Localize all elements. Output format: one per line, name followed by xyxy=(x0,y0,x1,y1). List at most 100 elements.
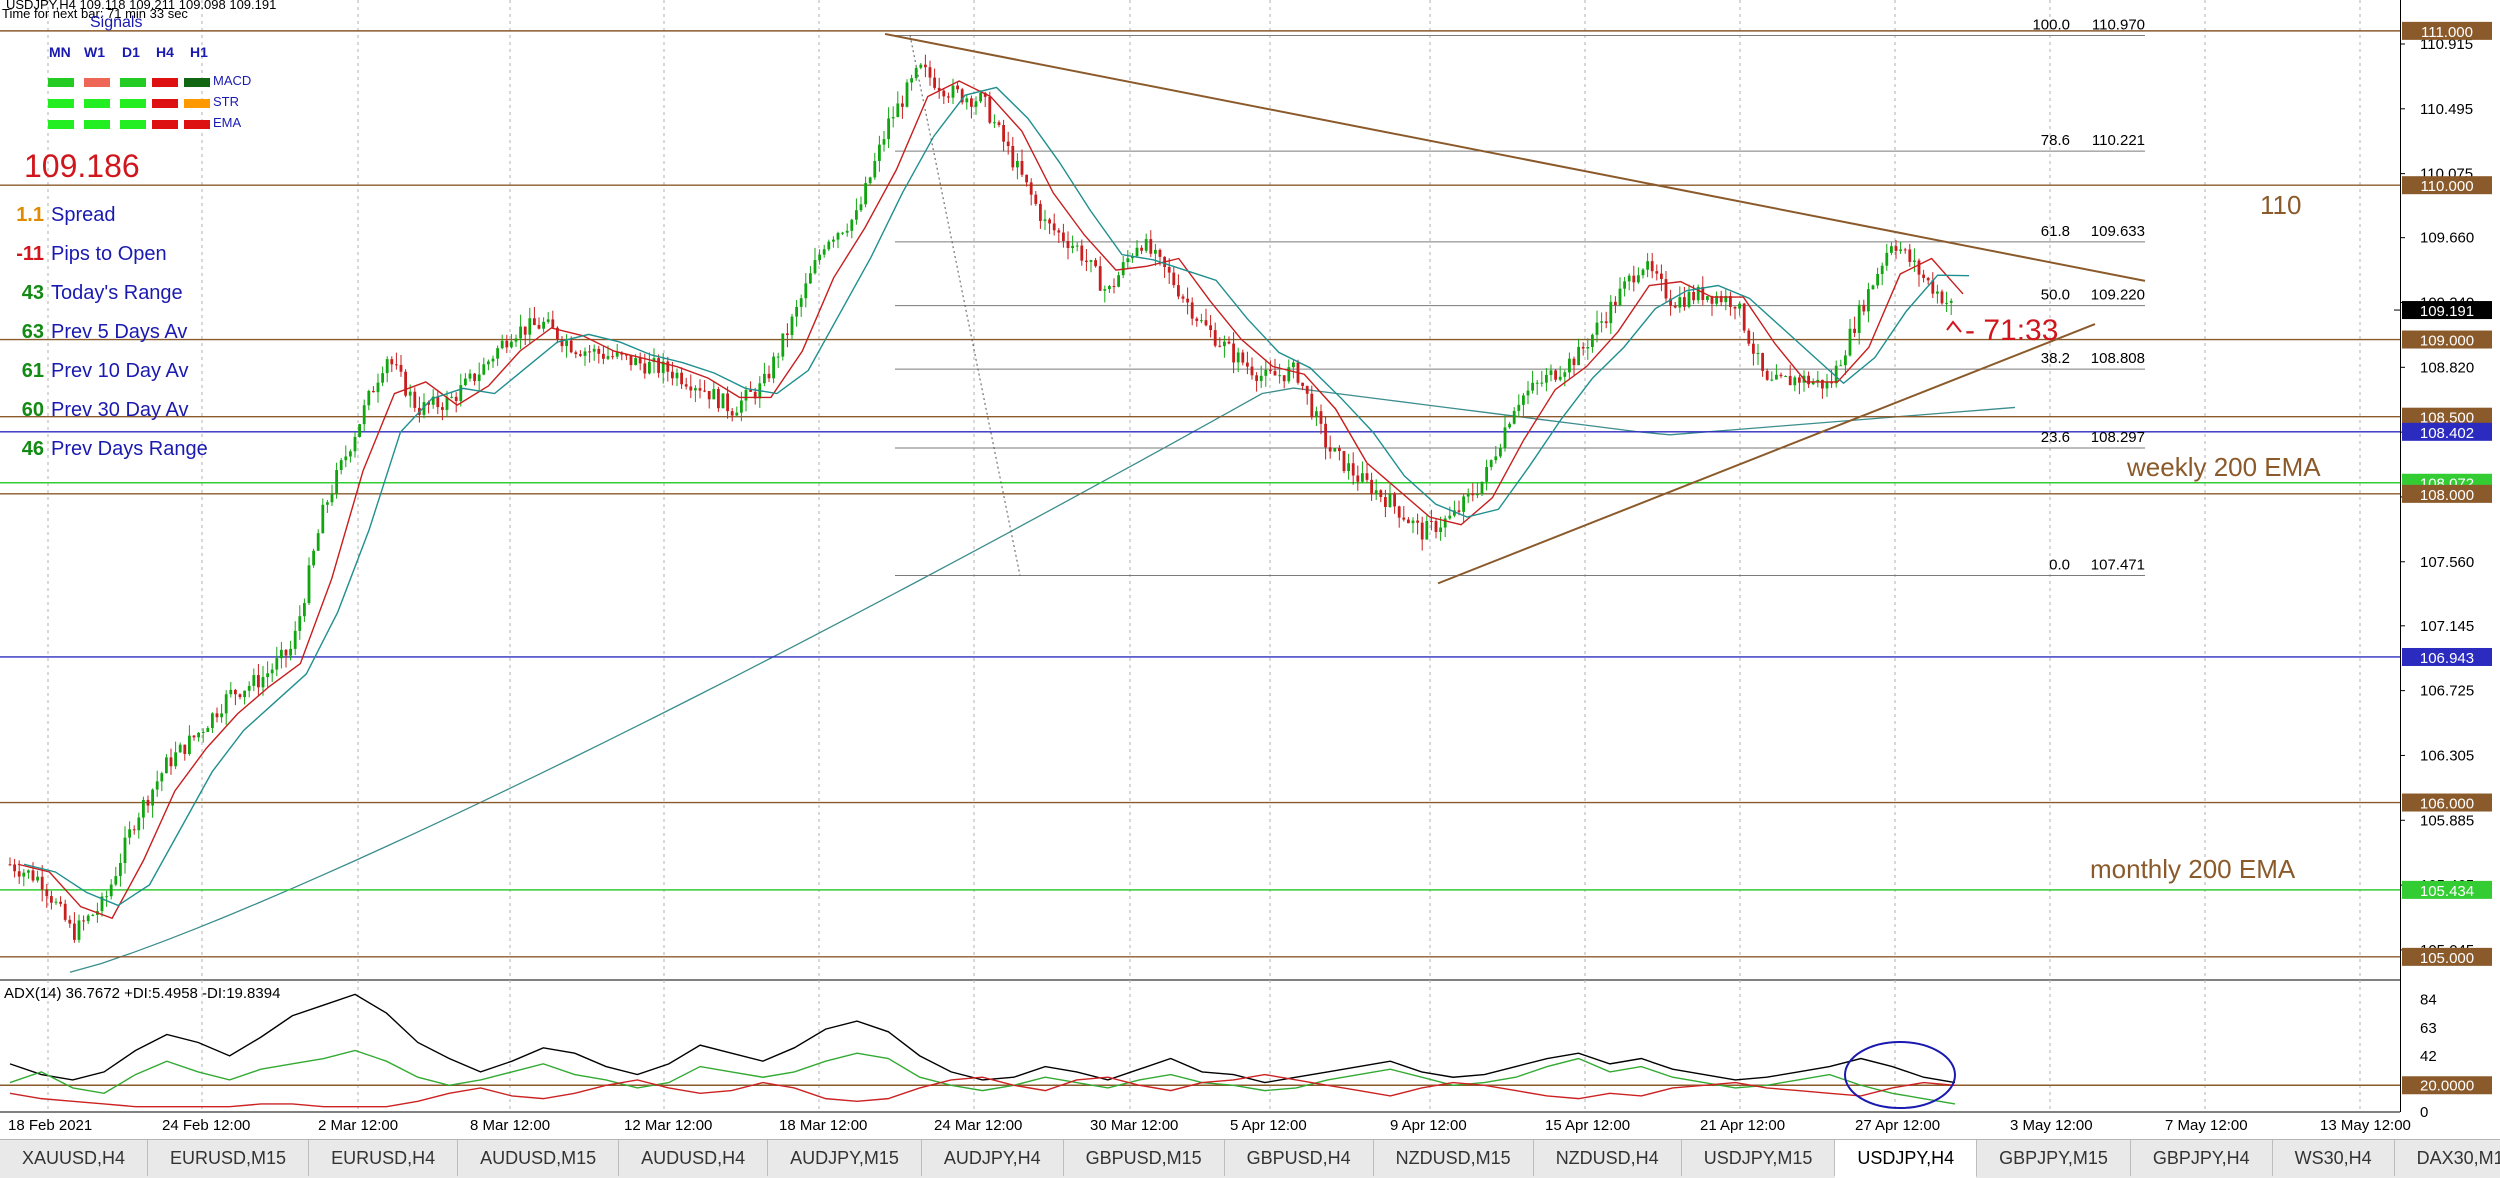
candle-body xyxy=(951,85,955,98)
symbol-tab-usdjpy-m15[interactable]: USDJPY,M15 xyxy=(1682,1140,1836,1176)
candle-body xyxy=(68,919,72,924)
candle-body xyxy=(109,884,113,897)
price-chart[interactable]: 18 Feb 2021 24 Feb 12:00 2 Mar 12:00 8 Mar … xyxy=(0,0,2500,1139)
candle-body xyxy=(215,713,219,718)
symbol-tab-audjpy-m15[interactable]: AUDJPY,M15 xyxy=(768,1140,922,1176)
candle-body xyxy=(1103,289,1107,291)
candle-body xyxy=(744,389,748,401)
candle-body xyxy=(634,358,637,366)
level-price-tag xyxy=(2402,422,2492,441)
candle-body xyxy=(73,923,76,940)
symbol-tab-gbpjpy-h4[interactable]: GBPJPY,H4 xyxy=(2131,1140,2273,1176)
vertical-grid: 18 Feb 2021 24 Feb 12:00 2 Mar 12:00 8 Mar … xyxy=(8,0,2411,1134)
symbol-tab-gbpjpy-m15[interactable]: GBPJPY,M15 xyxy=(1977,1140,2131,1176)
candle-body xyxy=(137,817,141,831)
candle-body xyxy=(1485,467,1488,482)
fib-anchor-line xyxy=(909,35,1021,576)
symbol-tab-nzdusd-m15[interactable]: NZDUSD,M15 xyxy=(1374,1140,1534,1176)
symbol-tab-ws30-h4[interactable]: WS30,H4 xyxy=(2273,1140,2395,1176)
candle-body xyxy=(1899,249,1902,251)
candle-body xyxy=(928,67,932,78)
candle-body xyxy=(50,896,53,903)
candle-body xyxy=(772,356,775,379)
candle-body xyxy=(385,359,389,374)
level-price-tag xyxy=(2402,176,2492,195)
candle-body xyxy=(1476,493,1479,496)
candle-body xyxy=(1098,266,1102,291)
symbol-tab-eurusd-m15[interactable]: EURUSD,M15 xyxy=(148,1140,310,1176)
symbol-tab-nzdusd-h4[interactable]: NZDUSD,H4 xyxy=(1534,1140,1682,1176)
candle-body xyxy=(1931,280,1935,294)
candle-body xyxy=(887,118,890,140)
candle-body xyxy=(625,354,628,356)
candle-body xyxy=(1683,297,1686,307)
indicator-y-tick-label: 84 xyxy=(2420,992,2437,1009)
symbol-tab-audusd-h4[interactable]: AUDUSD,H4 xyxy=(619,1140,769,1176)
candle-body xyxy=(1305,385,1309,394)
symbol-tab-eurusd-h4[interactable]: EURUSD,H4 xyxy=(309,1140,459,1176)
candle-body xyxy=(1039,203,1042,221)
symbol-tab-gbpusd-h4[interactable]: GBPUSD,H4 xyxy=(1225,1140,1374,1176)
fib-level-label: 78.6 xyxy=(2041,132,2070,149)
candle-body xyxy=(698,388,702,391)
candle-body xyxy=(868,177,872,184)
symbol-tab-xauusd-h4[interactable]: XAUUSD,H4 xyxy=(0,1140,149,1176)
candle-body xyxy=(592,348,596,352)
candle-body xyxy=(1807,375,1810,385)
candle-body xyxy=(1825,381,1829,389)
candle-body xyxy=(1328,447,1332,452)
candle-body xyxy=(1706,296,1709,300)
candle-body xyxy=(1894,246,1898,251)
symbol-tab-gbpusd-m15[interactable]: GBPUSD,M15 xyxy=(1064,1140,1225,1176)
candle-body xyxy=(1347,463,1350,472)
candle-body xyxy=(1512,410,1516,424)
candle-body xyxy=(569,340,573,353)
candle-body xyxy=(1646,261,1649,270)
annotation-110: 110 xyxy=(2260,190,2301,220)
level-price-tag xyxy=(2402,407,2492,426)
candle-body xyxy=(1503,427,1507,449)
indicator-y-tick-label: 0 xyxy=(2420,1104,2428,1121)
candle-body xyxy=(1862,304,1866,312)
candle-body xyxy=(1034,194,1038,204)
candle-body xyxy=(657,358,660,373)
candle-body xyxy=(1811,382,1815,385)
candle-body xyxy=(114,876,118,885)
candle-body xyxy=(142,799,145,818)
candle-body xyxy=(192,735,196,738)
candle-body xyxy=(1462,496,1465,512)
symbol-tab-audusd-m15[interactable]: AUDUSD,M15 xyxy=(458,1140,620,1176)
candle-body xyxy=(321,504,325,534)
candle-body xyxy=(123,837,127,864)
candle-body xyxy=(459,385,463,402)
level-price-tag xyxy=(2402,880,2492,899)
candle-body xyxy=(979,92,982,102)
candle-body xyxy=(376,382,380,393)
candle-body xyxy=(1241,352,1245,363)
symbol-tab-dax30-m15[interactable]: DAX30,M15 xyxy=(2395,1140,2500,1176)
candle-body xyxy=(1609,301,1613,324)
candle-body xyxy=(1517,404,1521,411)
candle-body xyxy=(427,402,430,405)
candle-body xyxy=(224,694,228,714)
candle-body xyxy=(1108,286,1111,290)
indicator-y-tick-label: 20.0000 xyxy=(2420,1077,2474,1094)
candle-body xyxy=(1094,260,1097,267)
current-price-tag xyxy=(2402,301,2492,320)
candle-body xyxy=(1365,473,1369,480)
candle-body xyxy=(914,67,918,79)
candle-body xyxy=(1181,296,1185,299)
candle-body xyxy=(859,204,863,211)
x-tick-label: 18 Mar 12:00 xyxy=(779,1117,867,1134)
candle-body xyxy=(1140,247,1143,251)
candle-body xyxy=(896,103,900,118)
candle-body xyxy=(8,864,12,866)
candle-body xyxy=(1710,296,1714,304)
candle-body xyxy=(1747,330,1751,344)
candle-body xyxy=(680,372,683,385)
candle-body xyxy=(1839,365,1843,367)
candle-body xyxy=(845,230,849,233)
symbol-tab-audjpy-h4[interactable]: AUDJPY,H4 xyxy=(922,1140,1064,1176)
signal-cell xyxy=(84,78,110,87)
symbol-tab-usdjpy-h4[interactable]: USDJPY,H4 xyxy=(1835,1140,1978,1178)
